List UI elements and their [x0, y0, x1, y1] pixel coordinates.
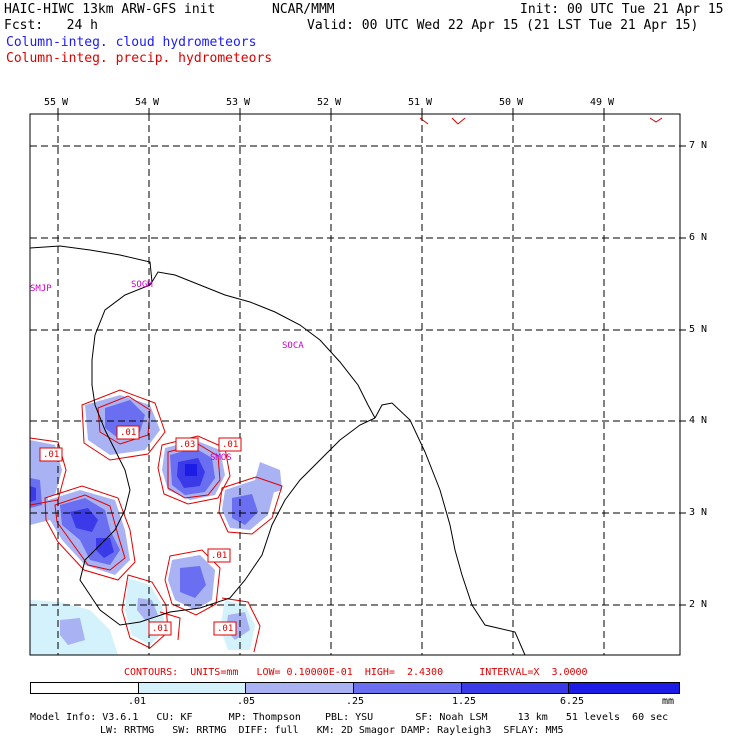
- lat-label: 2 N: [689, 599, 708, 610]
- lat-label: 3 N: [689, 507, 708, 518]
- valid-time: Valid: 00 UTC Wed 22 Apr 15 (21 LST Tue …: [307, 18, 699, 33]
- lat-label: 5 N: [689, 324, 708, 335]
- lon-label: 49 W: [590, 97, 615, 108]
- axis-ticks: [57, 108, 686, 606]
- org-label: NCAR/MMM: [272, 2, 335, 17]
- init-time: Init: 00 UTC Tue 21 Apr 15: [520, 2, 724, 17]
- lat-label: 6 N: [689, 232, 708, 243]
- field-cloud-title: Column-integ. cloud hydrometeors: [6, 35, 257, 50]
- legend-swatch: [461, 683, 570, 693]
- contour-label-boxes: [39, 425, 242, 636]
- legend-tick: .25: [346, 696, 365, 707]
- station-label: SOCA: [282, 341, 304, 351]
- contour-label: .01: [43, 450, 60, 460]
- station-label: SOGM: [131, 280, 153, 290]
- model-info-line1: Model Info: V3.6.1 CU: KF MP: Thompson P…: [30, 712, 669, 723]
- color-legend: [30, 682, 680, 694]
- contour-label: .01: [217, 624, 234, 634]
- legend-swatch: [246, 683, 355, 693]
- legend-swatch: [138, 683, 247, 693]
- contour-label: .01: [152, 624, 169, 634]
- legend-tick: .05: [237, 696, 256, 707]
- lon-label: 50 W: [499, 97, 524, 108]
- contour-label: .01: [120, 428, 137, 438]
- lon-label: 52 W: [317, 97, 342, 108]
- legend-unit: mm: [662, 696, 675, 707]
- contour-label: .01: [211, 551, 228, 561]
- map-frame: [29, 113, 681, 656]
- contour-label: .01: [222, 440, 239, 450]
- station-label: SMJP: [30, 284, 52, 294]
- lon-label: 54 W: [135, 97, 160, 108]
- contour-label: .03: [179, 440, 196, 450]
- lon-label: 51 W: [408, 97, 433, 108]
- station-label: SMOS: [210, 453, 232, 463]
- coastline: [29, 245, 526, 656]
- legend-swatch: [569, 683, 680, 693]
- model-info-line2: LW: RRTMG SW: RRTMG DIFF: full KM: 2D Sm…: [100, 725, 564, 736]
- lat-label: 7 N: [689, 140, 708, 151]
- shaded-cloud-field: [30, 395, 282, 655]
- lon-label: 53 W: [226, 97, 251, 108]
- precip-contours: [29, 117, 663, 653]
- lat-lon-grid: [30, 114, 680, 655]
- lat-label: 4 N: [689, 415, 708, 426]
- legend-swatch: [31, 683, 139, 693]
- field-precip-title: Column-integ. precip. hydrometeors: [6, 51, 273, 66]
- forecast-hour: Fcst: 24 h: [4, 18, 98, 33]
- contour-info: CONTOURS: UNITS=mm LOW= 0.10000E-01 HIGH…: [124, 667, 588, 678]
- legend-tick: 1.25: [452, 696, 477, 707]
- legend-tick: 6.25: [560, 696, 585, 707]
- model-title: HAIC-HIWC 13km ARW-GFS init: [4, 2, 216, 17]
- legend-swatch: [354, 683, 462, 693]
- legend-tick: .01: [128, 696, 147, 707]
- lon-label: 55 W: [44, 97, 69, 108]
